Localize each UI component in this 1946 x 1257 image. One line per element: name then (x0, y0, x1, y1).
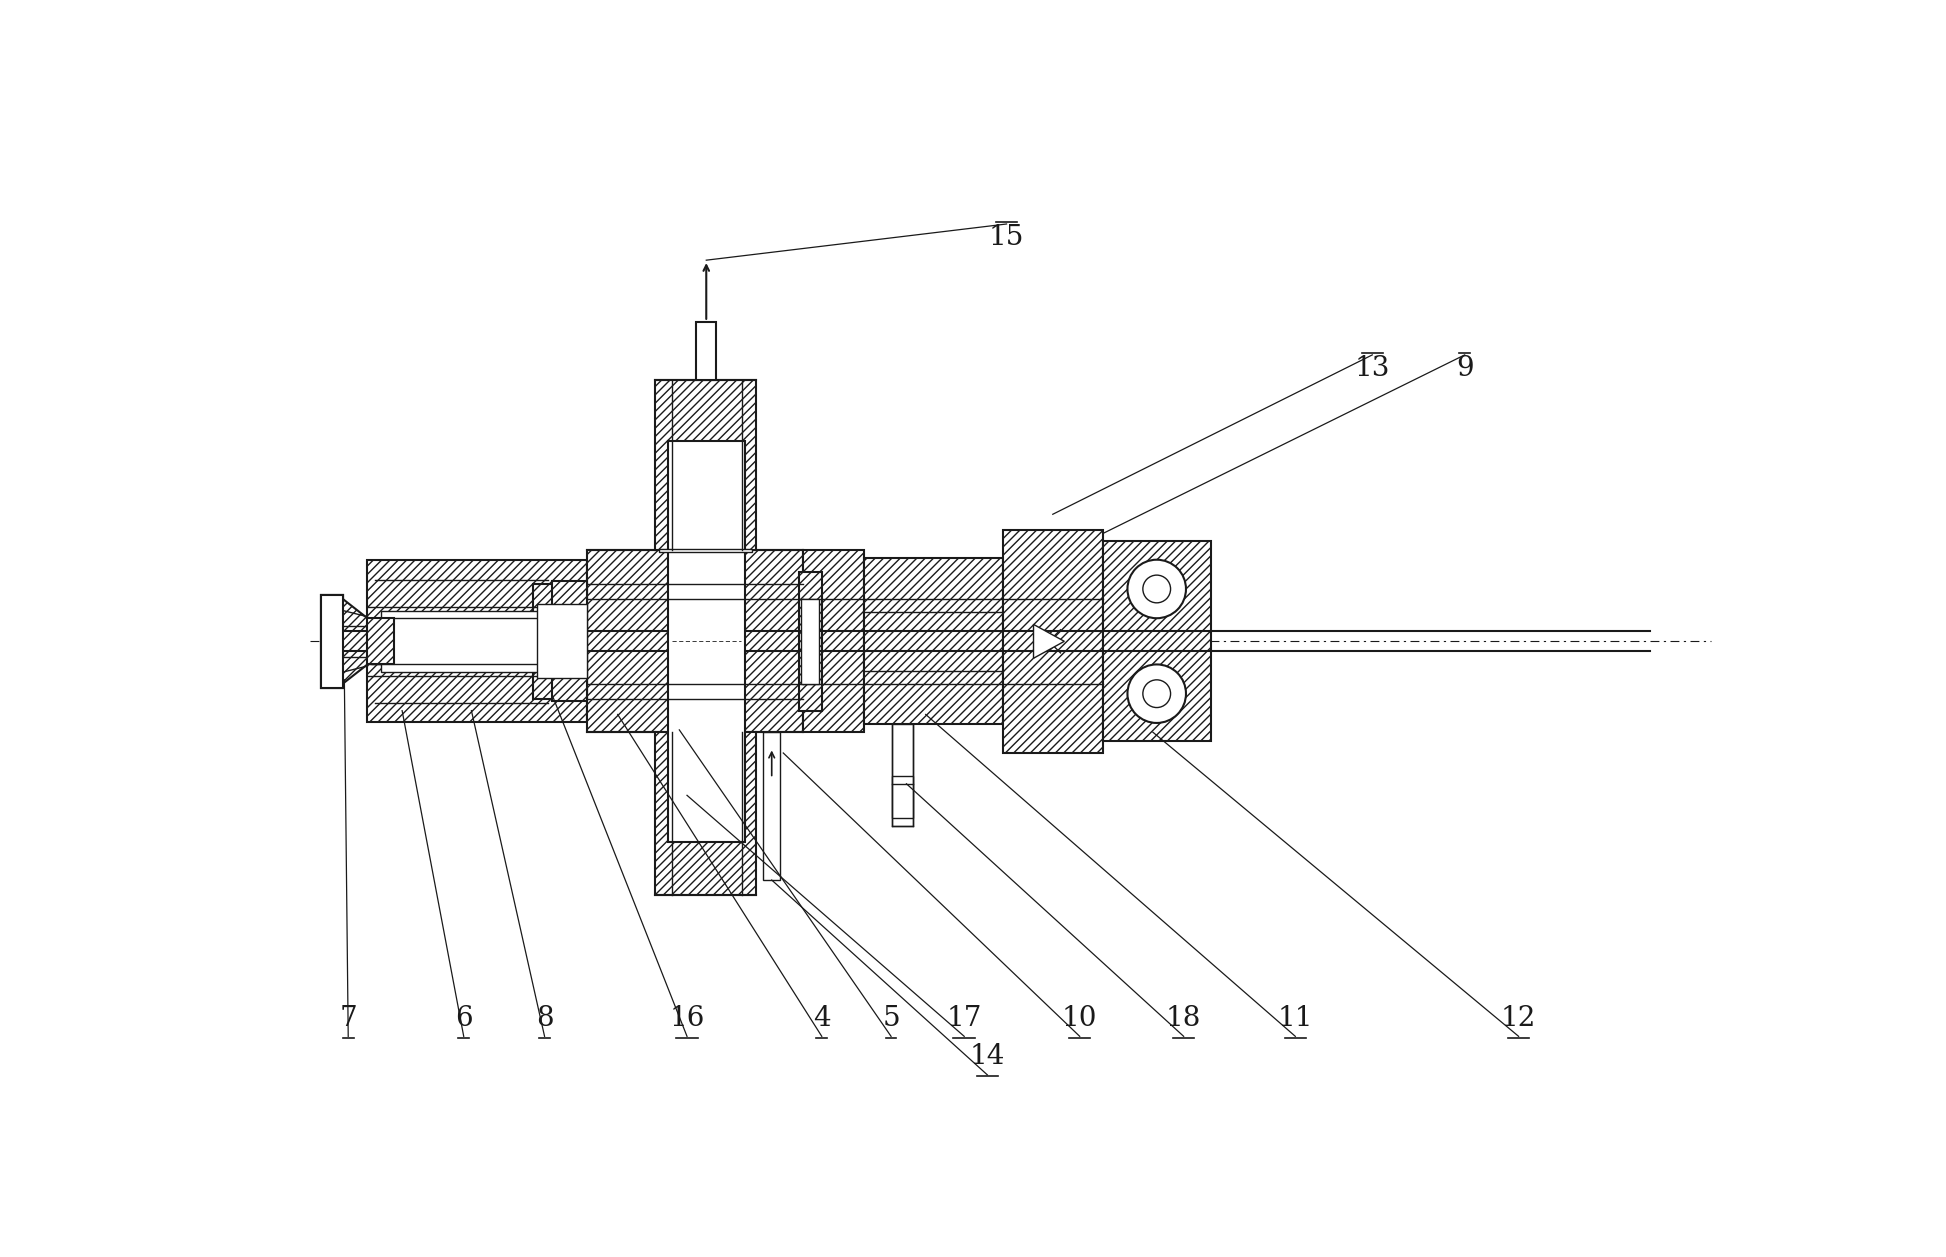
Bar (588, 551, 802, 732)
Bar (891, 724, 913, 826)
Bar (321, 595, 342, 688)
Text: 8: 8 (535, 1004, 553, 1032)
Text: 7: 7 (339, 1004, 356, 1032)
Circle shape (1127, 559, 1185, 618)
Text: 16: 16 (669, 1004, 704, 1032)
Circle shape (1142, 576, 1171, 603)
Bar (798, 572, 821, 710)
Bar (321, 595, 342, 688)
Circle shape (1142, 680, 1171, 708)
Text: 18: 18 (1166, 1004, 1201, 1032)
Bar (658, 549, 753, 552)
Text: 13: 13 (1354, 354, 1389, 382)
Text: 10: 10 (1063, 1004, 1098, 1032)
Bar (533, 583, 588, 699)
Bar (802, 551, 864, 732)
Text: 15: 15 (989, 224, 1024, 251)
Text: 6: 6 (455, 1004, 473, 1032)
Circle shape (1127, 665, 1185, 723)
Bar (1103, 542, 1210, 742)
Bar (891, 776, 913, 818)
Bar (654, 732, 757, 895)
Text: 11: 11 (1279, 1004, 1314, 1032)
Bar (381, 611, 555, 672)
Text: 4: 4 (813, 1004, 831, 1032)
Text: 12: 12 (1500, 1004, 1535, 1032)
Bar (537, 605, 588, 679)
Bar (1002, 529, 1103, 753)
Bar (802, 600, 819, 684)
Bar (368, 618, 395, 665)
Bar (654, 380, 757, 551)
Polygon shape (342, 600, 368, 684)
Polygon shape (1033, 625, 1064, 659)
Bar (763, 732, 780, 880)
Bar (321, 595, 342, 688)
Text: 14: 14 (969, 1043, 1004, 1070)
Bar (697, 322, 716, 380)
Bar (864, 558, 1002, 724)
Text: 17: 17 (946, 1004, 983, 1032)
Bar (667, 441, 745, 841)
Bar (553, 581, 588, 701)
Bar (372, 618, 560, 665)
Text: 9: 9 (1456, 354, 1473, 382)
Bar (368, 561, 588, 723)
Text: 5: 5 (882, 1004, 899, 1032)
